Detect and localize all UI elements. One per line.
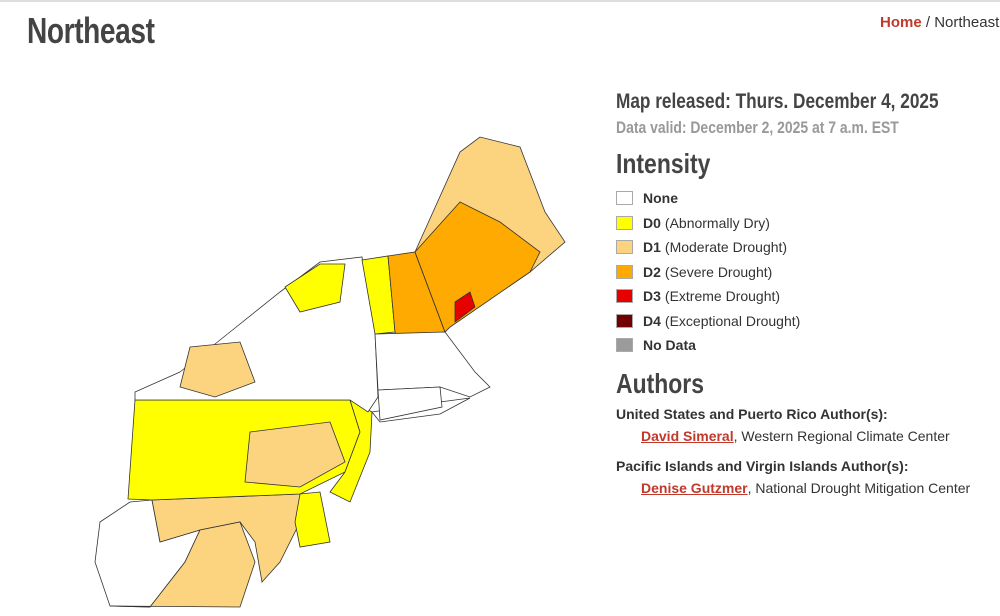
valid-date: Data valid: December 2, 2025 at 7 a.m. E… — [616, 118, 899, 137]
legend-code: D2 — [643, 263, 661, 280]
legend-label: (Extreme Drought) — [664, 288, 781, 305]
release-date: Map released: Thurs. December 4, 2025 — [616, 90, 939, 113]
legend-swatch — [616, 215, 633, 230]
breadcrumb: Home / Northeast — [880, 14, 999, 31]
legend-item: D3 (Extreme Drought) — [616, 284, 1000, 309]
authors-title: Authors — [616, 367, 705, 399]
author-affiliation: , Western Regional Climate Center — [733, 427, 950, 444]
delaware — [294, 491, 331, 548]
legend-item: D2 (Severe Drought) — [616, 260, 1000, 285]
ny-d0 — [284, 263, 346, 313]
author-line: David Simeral, Western Regional Climate … — [641, 428, 1000, 444]
maine-d3 — [454, 291, 476, 323]
legend-code: D1 — [643, 239, 661, 256]
legend-code: None — [643, 190, 678, 207]
author-line: Denise Gutzmer, National Drought Mitigat… — [641, 480, 1000, 496]
legend-swatch — [616, 313, 633, 328]
legend-title: Intensity — [616, 148, 711, 179]
breadcrumb-current: Northeast — [934, 14, 1000, 31]
author-link[interactable]: David Simeral — [641, 427, 734, 444]
legend-code: No Data — [643, 337, 696, 354]
home-link[interactable]: Home — [880, 14, 922, 31]
breadcrumb-separator: / — [925, 14, 931, 31]
author-affiliation: , National Drought Mitigation Center — [747, 479, 971, 496]
legend-item: D1 (Moderate Drought) — [616, 235, 1000, 260]
page-title: Northeast — [27, 10, 155, 51]
ny-d1 — [179, 341, 256, 398]
new-jersey — [329, 399, 373, 503]
legend-item: None — [616, 186, 1000, 211]
maine-d2 — [414, 201, 541, 333]
author-link[interactable]: Denise Gutzmer — [641, 479, 748, 496]
info-panel: Map released: Thurs. December 4, 2025 Da… — [616, 90, 1000, 510]
authors: United States and Puerto Rico Author(s):… — [616, 406, 1000, 496]
connecticut-ri — [377, 386, 443, 421]
drought-map — [94, 136, 566, 608]
author-heading: United States and Puerto Rico Author(s): — [616, 405, 888, 422]
author-heading: Pacific Islands and Virgin Islands Autho… — [616, 457, 909, 474]
legend-item: D4 (Exceptional Drought) — [616, 309, 1000, 334]
legend-code: D3 — [643, 288, 661, 305]
legend-label: (Moderate Drought) — [664, 239, 788, 256]
legend-swatch — [616, 289, 633, 304]
legend-swatch — [616, 240, 633, 255]
legend-label: (Exceptional Drought) — [664, 312, 801, 329]
legend-swatch — [616, 338, 633, 353]
pa-drought — [244, 421, 346, 488]
virginia-strip — [109, 521, 256, 608]
legend-label: (Abnormally Dry) — [664, 214, 770, 231]
legend-item: No Data — [616, 333, 1000, 358]
legend: None D0 (Abnormally Dry) D1 (Moderate Drough… — [616, 186, 1000, 358]
legend-label: (Severe Drought) — [664, 263, 773, 280]
legend-item: D0 (Abnormally Dry) — [616, 211, 1000, 236]
legend-swatch — [616, 264, 633, 279]
legend-swatch — [616, 191, 633, 206]
legend-code: D0 — [643, 214, 661, 231]
legend-code: D4 — [643, 312, 661, 329]
